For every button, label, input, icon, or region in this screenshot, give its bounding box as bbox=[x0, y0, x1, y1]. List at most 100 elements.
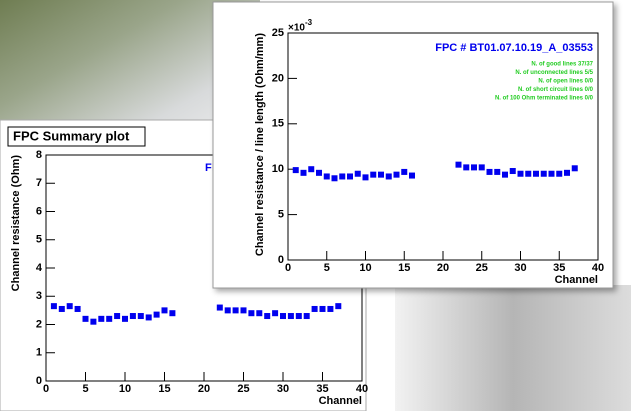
data-point bbox=[502, 172, 508, 178]
data-point bbox=[272, 310, 278, 316]
x-tick-label: 10 bbox=[359, 262, 371, 274]
data-point bbox=[541, 171, 547, 177]
data-point bbox=[355, 171, 361, 177]
y-tick-label: 25 bbox=[272, 27, 284, 39]
data-point bbox=[335, 303, 341, 309]
x-axis-label: Channel bbox=[319, 395, 362, 407]
data-point bbox=[471, 164, 477, 170]
x-tick-label: 20 bbox=[437, 262, 449, 274]
x-tick-label: 35 bbox=[553, 262, 565, 274]
data-point bbox=[217, 305, 223, 311]
x-tick-label: 10 bbox=[119, 383, 131, 395]
data-point bbox=[59, 306, 65, 312]
data-point bbox=[401, 169, 407, 175]
data-point bbox=[572, 165, 578, 171]
data-point bbox=[256, 310, 262, 316]
data-point bbox=[83, 316, 89, 322]
x-tick-label: 25 bbox=[476, 262, 488, 274]
x-tick-label: 0 bbox=[43, 383, 49, 395]
data-point bbox=[370, 172, 376, 178]
data-point bbox=[138, 313, 144, 319]
y-scale-exponent: -3 bbox=[305, 18, 313, 27]
y-tick-label: 0 bbox=[278, 254, 284, 266]
y-tick-label: 3 bbox=[36, 290, 42, 302]
data-point bbox=[233, 307, 239, 313]
data-point bbox=[122, 316, 128, 322]
data-point bbox=[264, 313, 270, 319]
chart-title: FPC Summary plot bbox=[13, 128, 130, 143]
y-tick-label: 1 bbox=[36, 347, 42, 359]
stat-line: N. of short circuit lines 0/0 bbox=[518, 87, 594, 93]
data-point bbox=[409, 173, 415, 179]
data-point bbox=[288, 313, 294, 319]
x-tick-label: 35 bbox=[316, 383, 328, 395]
x-tick-label: 40 bbox=[356, 383, 368, 395]
x-axis-label: Channel bbox=[555, 274, 598, 286]
data-point bbox=[293, 167, 299, 173]
x-tick-label: 30 bbox=[514, 262, 526, 274]
y-tick-label: 8 bbox=[36, 149, 42, 161]
x-tick-label: 15 bbox=[398, 262, 410, 274]
data-point bbox=[162, 307, 168, 313]
x-tick-label: 40 bbox=[592, 262, 604, 274]
data-point bbox=[316, 170, 322, 176]
data-point bbox=[304, 313, 310, 319]
data-point bbox=[386, 173, 392, 179]
y-tick-label: 5 bbox=[278, 209, 284, 221]
data-point bbox=[494, 169, 500, 175]
y-tick-label: 15 bbox=[272, 118, 284, 130]
page: {"chart_data": [ {"type": "scatter", "ti… bbox=[0, 0, 631, 411]
y-tick-label: 5 bbox=[36, 234, 42, 246]
data-point bbox=[51, 303, 57, 309]
y-tick-label: 6 bbox=[36, 205, 42, 217]
y-tick-label: 4 bbox=[36, 262, 43, 274]
data-point bbox=[98, 316, 104, 322]
data-point bbox=[549, 171, 555, 177]
data-point bbox=[518, 171, 524, 177]
x-tick-label: 5 bbox=[82, 383, 88, 395]
data-point bbox=[324, 173, 330, 179]
x-tick-label: 15 bbox=[158, 383, 170, 395]
data-point bbox=[525, 171, 531, 177]
y-tick-label: 0 bbox=[36, 375, 42, 387]
y-tick-label: 10 bbox=[272, 163, 284, 175]
y-axis-label: Channel resistance (Ohm) bbox=[10, 155, 22, 292]
stat-line: N. of good lines 37/37 bbox=[531, 62, 593, 68]
screenshot: 0123456780510152025303540ChannelChannel … bbox=[0, 0, 631, 411]
y-scale-base: ×10 bbox=[288, 23, 305, 34]
data-point bbox=[301, 170, 307, 176]
data-point bbox=[463, 164, 469, 170]
stat-line: N. of unconnected lines 5/5 bbox=[515, 70, 593, 76]
data-point bbox=[90, 319, 96, 325]
data-point bbox=[241, 307, 247, 313]
chart-title: FPC # BT01.07.10.19_A_03553 bbox=[435, 42, 593, 54]
data-point bbox=[347, 173, 353, 179]
stat-line: N. of open lines 0/0 bbox=[538, 79, 593, 85]
x-tick-label: 5 bbox=[324, 262, 330, 274]
data-point bbox=[308, 166, 314, 172]
data-point bbox=[510, 168, 516, 174]
y-axis-label: Channel resistance / line length (Ohm/mm… bbox=[254, 33, 266, 256]
stat-line: N. of 100 Ohm terminated lines 0/0 bbox=[495, 96, 594, 102]
data-point bbox=[487, 169, 493, 175]
data-point bbox=[327, 306, 333, 312]
data-point bbox=[106, 316, 112, 322]
data-point bbox=[280, 313, 286, 319]
data-point bbox=[339, 173, 345, 179]
data-point bbox=[75, 306, 81, 312]
data-point bbox=[479, 164, 485, 170]
data-point bbox=[556, 171, 562, 177]
data-point bbox=[533, 171, 539, 177]
gray-backdrop bbox=[395, 285, 631, 411]
data-point bbox=[248, 310, 254, 316]
data-point bbox=[67, 303, 73, 309]
data-point bbox=[225, 307, 231, 313]
y-tick-label: 2 bbox=[36, 318, 42, 330]
data-point bbox=[130, 313, 136, 319]
data-point bbox=[296, 313, 302, 319]
data-point bbox=[456, 162, 462, 168]
data-point bbox=[320, 306, 326, 312]
data-point bbox=[378, 172, 384, 178]
y-tick-label: 20 bbox=[272, 72, 284, 84]
x-tick-label: 20 bbox=[198, 383, 210, 395]
